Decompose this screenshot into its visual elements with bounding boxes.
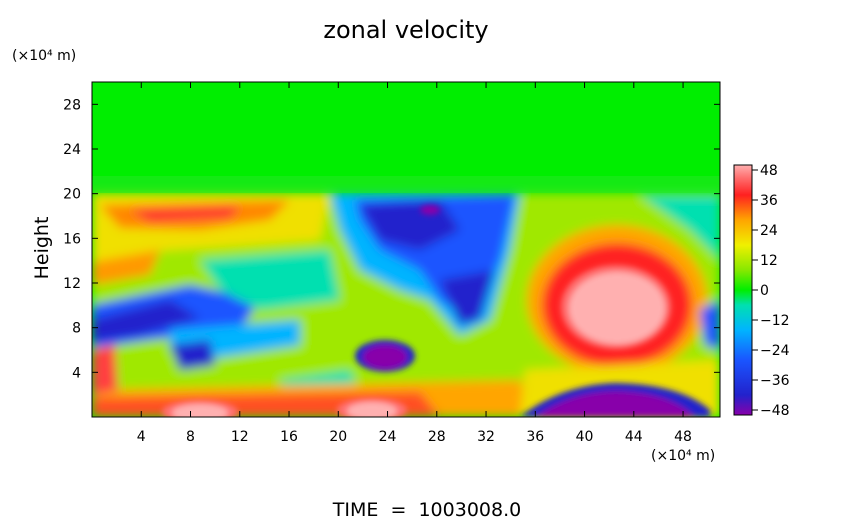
y-tick-label: 4 (72, 365, 81, 381)
colorbar-tick-label: −12 (760, 313, 790, 329)
x-tick-label: 8 (186, 429, 195, 445)
colorbar-tick-label: 0 (760, 283, 769, 299)
plot-frame (91, 81, 721, 418)
x-tick-label: 12 (231, 429, 249, 445)
x-tick-label: 36 (526, 429, 544, 445)
colorbar: 48 36 24 12 0 −12 −24 −36 −48 (733, 163, 790, 419)
y-tick-label: 12 (63, 276, 81, 292)
x-tick-label: 40 (576, 429, 594, 445)
time-footer: TIME = 1003008.0 (332, 499, 521, 519)
x-tick-label: 24 (379, 429, 397, 445)
y-tick-label: 20 (63, 187, 81, 203)
x-tick-label: 28 (428, 429, 446, 445)
x-tick-label: 4 (137, 429, 146, 445)
y-axis-ticks: 4 8 12 16 20 24 28 (63, 97, 720, 381)
y-tick-label: 8 (72, 321, 81, 337)
y-tick-label: 16 (63, 231, 81, 247)
y-axis-label: Height (31, 217, 53, 280)
colorbar-tick-label: 12 (760, 253, 778, 269)
colorbar-tick-label: −24 (760, 343, 790, 359)
x-tick-label: 32 (477, 429, 495, 445)
x-tick-label: 16 (280, 429, 298, 445)
y-tick-label: 28 (63, 97, 81, 113)
colorbar-tick-label: −36 (760, 373, 790, 389)
chart-title: zonal velocity (323, 16, 488, 44)
y-unit-label: (×10⁴ m) (12, 48, 76, 64)
colorbar-tick-label: 24 (760, 223, 778, 239)
colorbar-tick-label: 48 (760, 163, 778, 179)
y-tick-label: 24 (63, 142, 81, 158)
heatmap-field (92, 82, 720, 417)
colorbar-tick-label: 36 (760, 193, 778, 209)
x-axis-ticks: 4 8 12 16 20 24 28 32 36 40 44 48 (137, 82, 692, 445)
x-unit-label: (×10⁴ m) (651, 448, 715, 464)
x-tick-label: 20 (329, 429, 347, 445)
colorbar-tick-label: −48 (760, 403, 790, 419)
x-tick-label: 44 (625, 429, 643, 445)
x-tick-label: 48 (674, 429, 692, 445)
